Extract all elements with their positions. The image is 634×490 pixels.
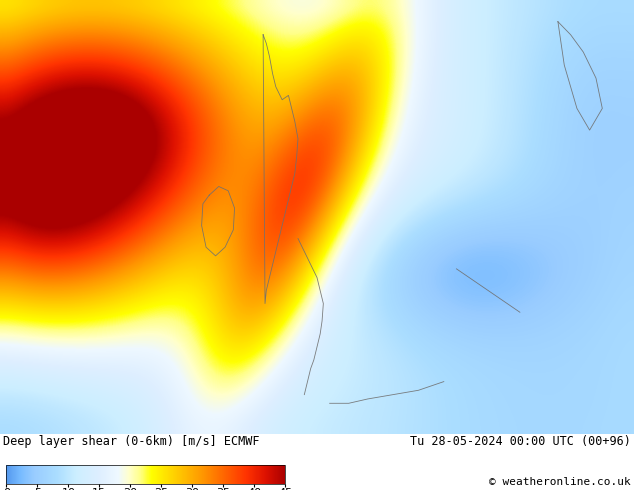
Text: Tu 28-05-2024 00:00 UTC (00+96): Tu 28-05-2024 00:00 UTC (00+96) [410,435,631,448]
Text: Deep layer shear (0-6km) [m/s] ECMWF: Deep layer shear (0-6km) [m/s] ECMWF [3,435,260,448]
Text: © weatheronline.co.uk: © weatheronline.co.uk [489,477,631,487]
